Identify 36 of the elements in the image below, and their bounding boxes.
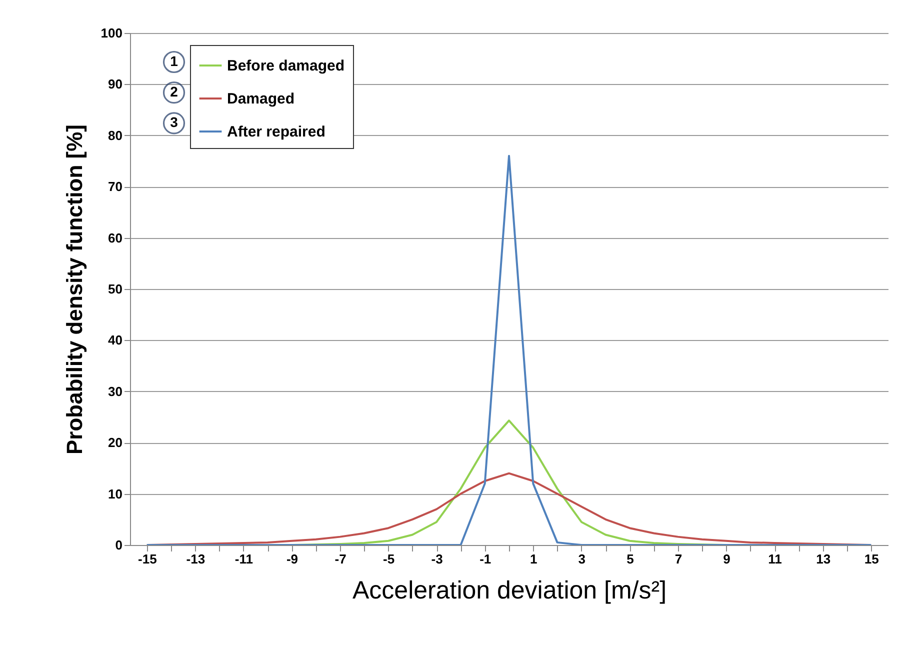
x-tick-label: -1	[480, 552, 492, 566]
legend-label: Before damaged	[227, 58, 345, 74]
y-tick-label: 90	[108, 76, 122, 92]
y-tick-label: 40	[108, 332, 122, 348]
y-tick-label: 50	[108, 282, 122, 296]
y-tick-label: 70	[108, 179, 122, 194]
x-axis-title: Acceleration deviation [m/s²]	[352, 576, 667, 604]
x-tick-label: 3	[578, 552, 586, 566]
y-axis-title: Probability density function [%]	[62, 124, 87, 455]
x-tick-label: 13	[816, 552, 831, 566]
x-tick-label: 15	[864, 552, 879, 566]
y-tick-label: 0	[115, 538, 122, 552]
x-tick-label: -11	[234, 552, 253, 566]
y-tick-label: 60	[108, 230, 122, 246]
x-tick-label: -3	[431, 552, 443, 566]
x-tick-label: 9	[723, 552, 730, 566]
line-series	[146, 154, 872, 545]
x-tick-label: -7	[334, 552, 346, 566]
y-tick-label: 80	[108, 128, 122, 143]
annotation: 3	[170, 114, 178, 130]
y-tick-label: 20	[108, 435, 122, 450]
annotation: 1	[170, 53, 178, 69]
x-tick-label: 1	[530, 552, 538, 566]
x-tick-label: -9	[286, 552, 298, 566]
y-tick-label: 10	[108, 486, 122, 502]
x-tick-label: 11	[768, 552, 782, 566]
x-tick-label: 5	[626, 552, 634, 566]
annotation: 2	[170, 84, 178, 100]
y-tick-label: 100	[100, 26, 122, 40]
x-tick-label: 7	[674, 552, 682, 566]
legend-label: After repaired	[227, 124, 326, 140]
x-tick-label: -15	[138, 552, 157, 566]
x-tick-label: -13	[186, 552, 206, 566]
x-tick-label: -5	[383, 552, 395, 566]
legend-label: Damaged	[227, 90, 295, 108]
y-tick-label: 30	[108, 384, 122, 399]
